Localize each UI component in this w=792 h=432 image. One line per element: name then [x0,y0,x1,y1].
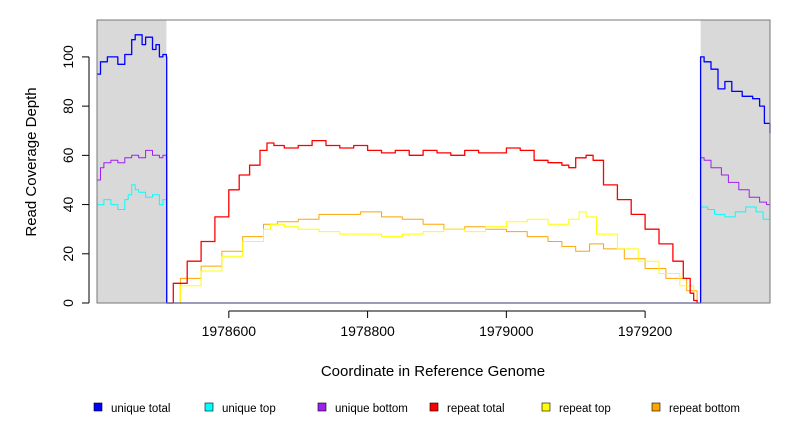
legend-swatch [429,402,439,412]
x-tick-label: 1979000 [479,323,534,339]
legend-swatch [93,402,103,412]
y-tick-label: 0 [60,299,76,307]
y-axis-title: Read Coverage Depth [23,87,40,236]
y-tick-label: 20 [60,246,76,262]
series-unique-total [97,34,771,304]
shaded-region-2 [700,20,770,303]
x-axis: 1978600 1978800 1979000 1979200 [202,310,673,339]
series-lines [97,34,771,304]
series-unique-top [97,184,771,304]
legend-label: unique total [111,403,170,415]
y-tick-label: 100 [60,45,76,69]
legend-swatch [204,402,214,412]
y-tick-label: 60 [60,147,76,163]
series-repeat-top [166,211,698,304]
y-tick-label: 40 [60,197,76,213]
plot-frame [96,19,771,304]
shaded-region-1 [97,20,167,303]
legend-label: unique top [222,403,276,415]
series-unique-bottom [97,149,771,304]
legend-label: repeat top [559,403,611,415]
x-axis-title: Coordinate in Reference Genome [321,363,545,380]
series-repeat-bottom [166,211,698,304]
legend-label: repeat bottom [669,403,740,415]
x-tick-label: 1979200 [618,323,673,339]
x-tick-label: 1978600 [202,323,257,339]
legend: unique total unique top unique bottom repea… [93,402,740,415]
legend-swatch [317,402,327,412]
legend-label: unique bottom [335,403,408,415]
y-tick-label: 80 [60,98,76,114]
shaded-regions [97,20,770,303]
legend-label: repeat total [447,403,505,415]
legend-swatch [541,402,551,412]
x-tick-label: 1978800 [340,323,395,339]
y-axis: 0 20 40 60 80 100 [60,45,90,307]
series-repeat-total [166,139,698,304]
legend-swatch [651,402,661,412]
